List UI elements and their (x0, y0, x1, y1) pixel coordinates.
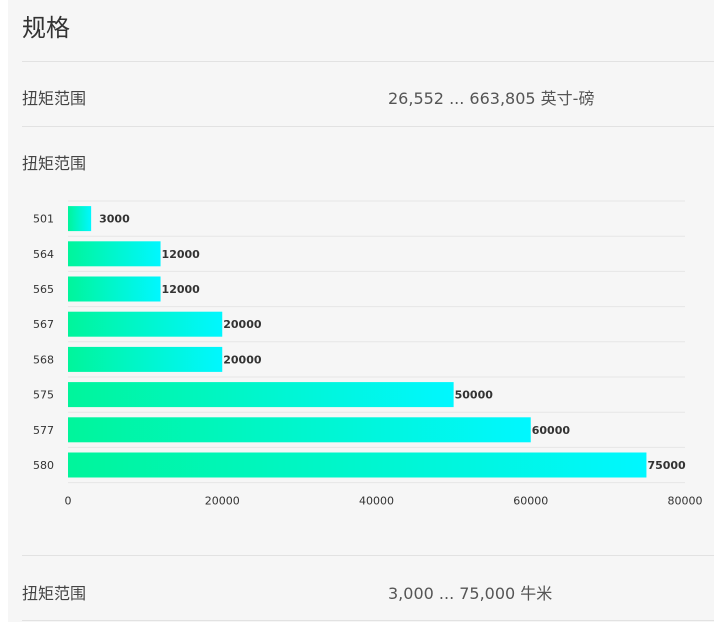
value-label: 20000 (223, 318, 262, 331)
divider (22, 126, 714, 127)
divider (22, 620, 714, 621)
category-label: 565 (33, 283, 54, 296)
value-label: 12000 (162, 283, 201, 296)
bar-568 (68, 346, 223, 372)
bar-layer (68, 206, 647, 478)
x-tick-label: 80000 (668, 495, 703, 508)
divider (22, 61, 714, 62)
spec-label-nm: 扭矩范围 (22, 584, 87, 603)
spec-value-nm: 3,000 ... 75,000 牛米 (388, 584, 553, 603)
axis-layer: 0 20000 40000 60000 80000 (65, 495, 703, 508)
value-label: 75000 (647, 459, 686, 472)
x-tick-label: 20000 (205, 495, 240, 508)
category-label: 501 (33, 213, 54, 226)
category-label: 575 (33, 389, 54, 402)
category-label: 577 (33, 424, 54, 437)
divider (22, 555, 714, 556)
grid-layer (68, 200, 685, 484)
x-tick-label: 60000 (513, 495, 548, 508)
specs-panel (8, 0, 714, 622)
chart-heading: 扭矩范围 (22, 154, 87, 173)
bar-565 (68, 276, 161, 302)
bar-564 (68, 241, 161, 267)
bar-580 (68, 452, 647, 478)
bar-575 (68, 382, 454, 408)
spec-value-inch-lb: 26,552 ... 663,805 英寸-磅 (388, 89, 595, 108)
category-label: 568 (33, 353, 54, 366)
bar-567 (68, 311, 223, 337)
category-label: 580 (33, 459, 54, 472)
bar-501 (68, 206, 92, 232)
bar-577 (68, 417, 531, 443)
value-label: 60000 (532, 424, 571, 437)
category-label: 567 (33, 318, 54, 331)
value-label: 3000 (99, 213, 130, 226)
category-label: 564 (33, 248, 54, 261)
value-label: 12000 (162, 248, 201, 261)
torque-bar-chart: 501 3000 564 12000 565 12000 567 20000 568 20000 5… (33, 200, 703, 508)
spec-label-inch-lb: 扭矩范围 (22, 89, 87, 108)
x-tick-label: 0 (65, 495, 72, 508)
value-label: 50000 (455, 389, 494, 402)
value-label: 20000 (223, 353, 262, 366)
label-layer: 501 3000 564 12000 565 12000 567 20000 568 20000 5… (33, 213, 686, 472)
section-title: 规格 (22, 14, 70, 42)
x-tick-label: 40000 (359, 495, 394, 508)
